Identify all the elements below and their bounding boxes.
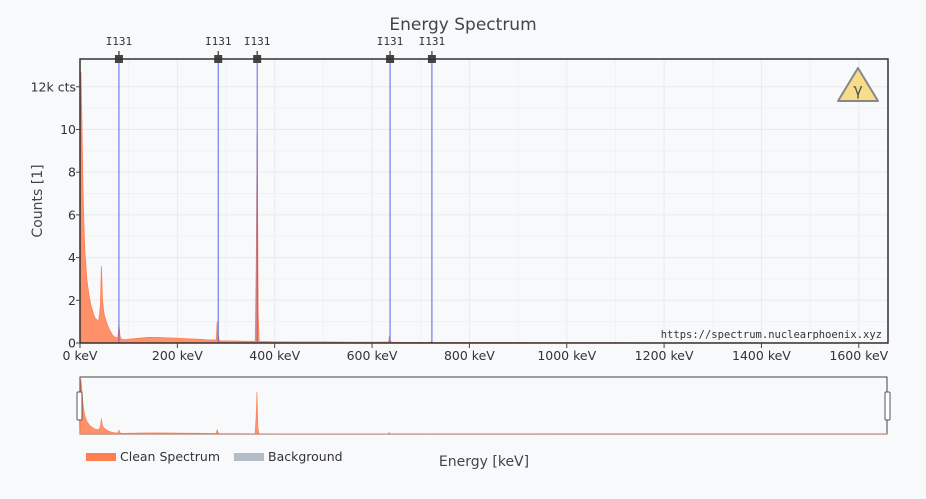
x-tick-label: 1200 keV xyxy=(635,348,694,363)
x-tick-label: 800 keV xyxy=(444,348,495,363)
y-tick-label: 6 xyxy=(68,207,76,222)
x-tick-label: 200 keV xyxy=(152,348,203,363)
x-tick-label: 1600 keV xyxy=(829,348,888,363)
range-slider-left-handle[interactable] xyxy=(76,391,83,421)
peak-marker-label: I131 xyxy=(419,35,446,48)
grid xyxy=(79,59,888,344)
range-slider-spectrum xyxy=(79,379,888,435)
x-tick-label: 0 keV xyxy=(63,348,98,363)
y-tick-label: 4 xyxy=(68,250,76,265)
legend-swatch xyxy=(86,453,116,461)
y-tick-label: 8 xyxy=(68,165,76,180)
y-tick-label: 12k cts xyxy=(31,79,76,94)
y-axis: 0 2 4 6 8 10 12k cts xyxy=(31,79,80,351)
y-tick-label: 2 xyxy=(68,293,76,308)
peak-marker-label: I131 xyxy=(106,35,133,48)
legend: Clean Spectrum Background xyxy=(86,449,343,464)
gamma-hazard-icon: γ xyxy=(837,67,879,102)
chart-title: Energy Spectrum xyxy=(389,15,536,35)
y-tick-label: 10 xyxy=(60,122,76,137)
hazard-symbol: γ xyxy=(853,80,862,99)
x-axis: 0 keV 200 keV 400 keV 600 keV 800 keV 1000 ke… xyxy=(63,343,889,363)
x-tick-label: 400 keV xyxy=(249,348,300,363)
range-slider[interactable] xyxy=(79,376,888,435)
y-tick-label: 0 xyxy=(68,336,76,351)
legend-swatch xyxy=(234,453,264,461)
peak-marker-label: I131 xyxy=(244,35,271,48)
legend-item[interactable]: Background xyxy=(234,449,343,464)
plot-frame xyxy=(79,58,889,344)
x-tick-label: 1000 keV xyxy=(537,348,596,363)
range-slider-right-handle[interactable] xyxy=(884,391,891,421)
hazard-triangle xyxy=(837,67,879,102)
peak-marker-label: I131 xyxy=(205,35,232,48)
legend-label: Background xyxy=(268,449,343,464)
watermark-text: https://spectrum.nuclearphoenix.xyz xyxy=(661,329,882,341)
plot-area xyxy=(80,59,888,343)
peak-markers: I131 I131 I131 I131 I131 xyxy=(106,35,445,343)
legend-label: Clean Spectrum xyxy=(120,449,220,464)
x-axis-label: Energy [keV] xyxy=(439,454,529,470)
x-tick-label: 600 keV xyxy=(347,348,398,363)
peak-marker-label: I131 xyxy=(377,35,404,48)
x-tick-label: 1400 keV xyxy=(732,348,791,363)
y-axis-label: Counts [1] xyxy=(30,164,46,237)
legend-item[interactable]: Clean Spectrum xyxy=(86,449,220,464)
